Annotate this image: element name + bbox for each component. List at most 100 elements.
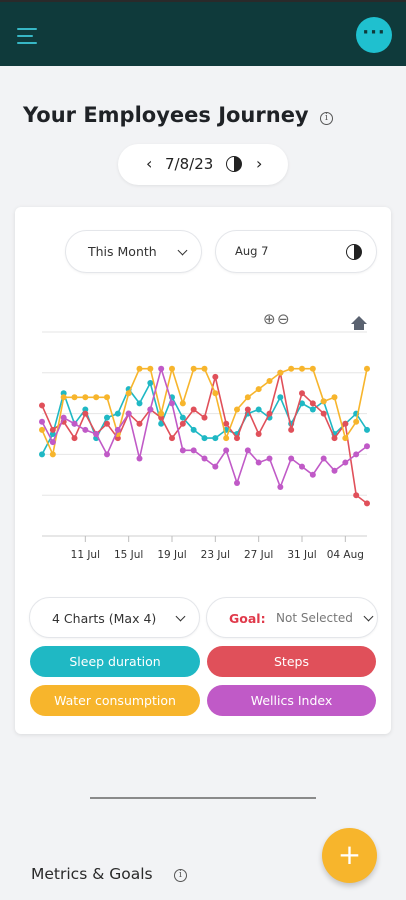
- data-point: [158, 365, 165, 372]
- date-navigator: ‹ 7/8/23 ›: [118, 144, 288, 185]
- data-point: [277, 369, 284, 376]
- data-point: [158, 420, 165, 427]
- data-point: [60, 414, 67, 421]
- data-point: [39, 451, 45, 458]
- data-point: [190, 365, 197, 372]
- data-point: [364, 365, 370, 372]
- data-point: [255, 406, 262, 413]
- series-wellics-index: [39, 365, 370, 491]
- zoom-in-icon[interactable]: ⊕: [263, 310, 276, 328]
- x-tick-label: 19 Jul: [157, 549, 186, 561]
- data-point: [190, 406, 197, 413]
- chevron-down-icon: [175, 611, 186, 622]
- data-point: [255, 386, 262, 393]
- add-button[interactable]: +: [322, 828, 377, 883]
- data-point: [201, 435, 208, 442]
- data-point: [266, 455, 273, 462]
- data-point: [331, 435, 338, 442]
- more-options-button[interactable]: ···: [356, 17, 392, 53]
- data-point: [147, 406, 154, 413]
- line-chart: 11 Jul 15 Jul 19 Jul 23 Jul 27 Jul 31 Jul 04 A…: [39, 310, 370, 561]
- date-picker[interactable]: Aug 7: [215, 230, 377, 273]
- data-point: [49, 439, 56, 446]
- x-tick-label: 04 Aug: [327, 549, 364, 561]
- data-point: [266, 410, 273, 417]
- data-point: [320, 398, 327, 405]
- data-point: [234, 406, 240, 413]
- info-icon[interactable]: i: [174, 869, 187, 882]
- data-point: [169, 365, 175, 372]
- data-point: [331, 394, 338, 401]
- goal-label: Goal:: [229, 611, 266, 626]
- charts-count-select[interactable]: 4 Charts (Max 4): [29, 597, 200, 638]
- data-point: [114, 410, 121, 417]
- previous-date-button[interactable]: ‹: [146, 154, 153, 173]
- goal-select[interactable]: Goal: Not Selected: [206, 597, 378, 638]
- data-point: [309, 400, 316, 407]
- data-point: [299, 400, 305, 407]
- data-point: [60, 394, 67, 401]
- x-tick-label: 27 Jul: [244, 549, 273, 561]
- data-point: [190, 426, 197, 433]
- data-point: [364, 500, 370, 507]
- legend-steps[interactable]: Steps: [207, 646, 376, 677]
- legend-sleep-duration[interactable]: Sleep duration: [30, 646, 200, 677]
- chevron-down-icon: [177, 245, 188, 256]
- legend-wellics-index[interactable]: Wellics Index: [207, 685, 376, 716]
- data-point: [125, 410, 132, 417]
- data-point: [353, 492, 360, 499]
- data-point: [277, 394, 284, 401]
- data-point: [342, 435, 349, 442]
- data-point: [266, 377, 273, 384]
- data-point: [49, 426, 56, 433]
- data-point: [71, 435, 78, 442]
- data-point: [299, 463, 305, 470]
- data-point: [255, 431, 262, 437]
- data-point: [364, 426, 370, 433]
- data-point: [244, 394, 251, 401]
- series-line: [41, 365, 368, 458]
- data-point: [93, 431, 100, 437]
- data-point: [212, 435, 219, 442]
- data-point: [136, 455, 143, 462]
- data-point: [114, 426, 121, 433]
- data-point: [179, 447, 186, 454]
- data-point: [190, 447, 197, 454]
- data-point: [82, 394, 89, 401]
- chart-card: This Month Aug 7 4 Charts (Max 4) Goal: …: [15, 207, 391, 734]
- data-point: [104, 394, 110, 401]
- data-point: [234, 479, 240, 486]
- next-date-button[interactable]: ›: [256, 154, 263, 173]
- data-point: [299, 365, 305, 372]
- x-tick-label: 15 Jul: [114, 549, 143, 561]
- data-point: [299, 390, 305, 397]
- data-point: [353, 451, 360, 458]
- home-icon[interactable]: [351, 316, 367, 330]
- data-point: [104, 414, 110, 421]
- top-app-bar: ···: [0, 0, 406, 66]
- data-point: [147, 380, 154, 386]
- data-point: [212, 373, 219, 380]
- data-point: [158, 410, 165, 417]
- data-point: [136, 365, 143, 372]
- date-range-icon[interactable]: [226, 156, 242, 172]
- x-tick-label: 23 Jul: [201, 549, 230, 561]
- data-point: [125, 390, 132, 397]
- zoom-out-icon[interactable]: ⊖: [277, 310, 290, 328]
- hamburger-menu-icon[interactable]: [17, 28, 39, 44]
- data-point: [212, 463, 219, 470]
- data-point: [288, 426, 295, 433]
- data-point: [201, 414, 208, 421]
- data-point: [342, 459, 349, 466]
- legend-water-consumption[interactable]: Water consumption: [30, 685, 200, 716]
- data-point: [201, 365, 208, 372]
- section-title: Metrics & Goals: [31, 865, 153, 883]
- data-point: [93, 394, 100, 401]
- chart-grid: [42, 331, 367, 496]
- period-select[interactable]: This Month: [65, 230, 202, 273]
- x-tick-label: 31 Jul: [287, 549, 316, 561]
- data-point: [320, 410, 327, 417]
- info-icon[interactable]: i: [320, 112, 333, 125]
- x-axis: 11 Jul 15 Jul 19 Jul 23 Jul 27 Jul 31 Jul 04 A…: [42, 535, 367, 561]
- data-point: [223, 420, 230, 427]
